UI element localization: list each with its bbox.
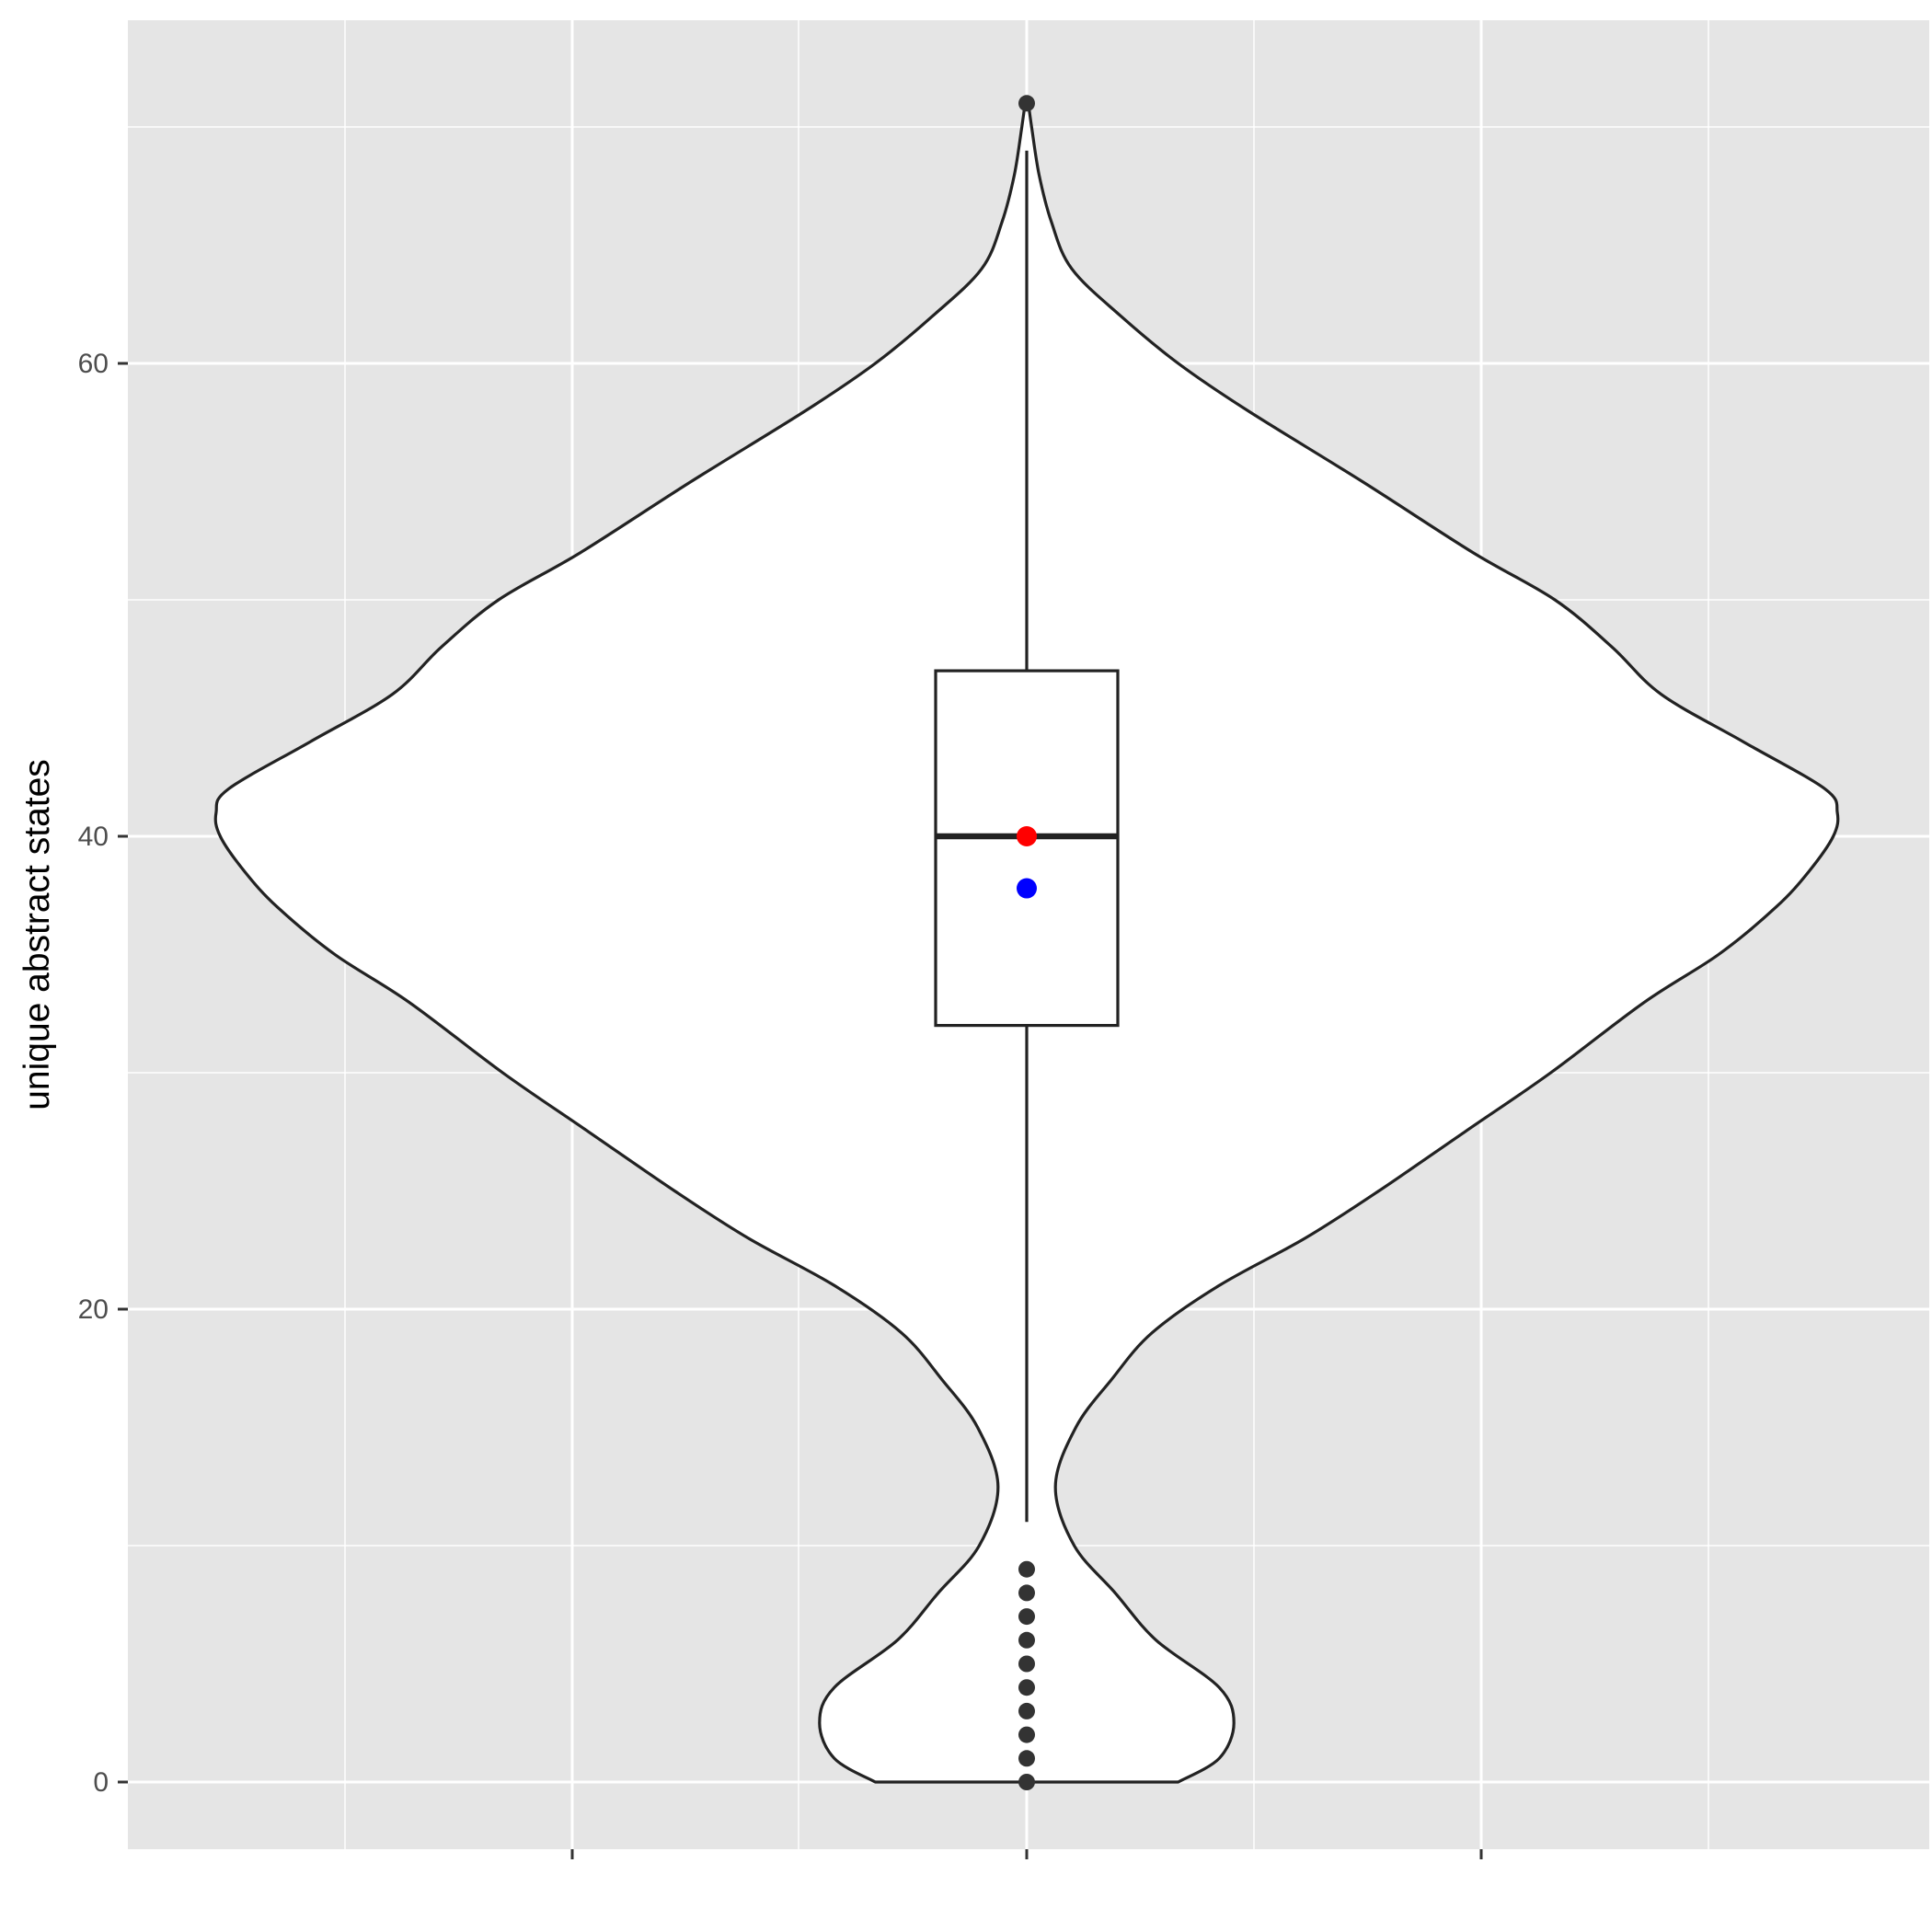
x-axis xyxy=(570,1849,1483,1859)
box-iqr xyxy=(934,669,1120,1028)
y-tick-label: 0 xyxy=(93,1767,109,1798)
outlier-point xyxy=(1018,1702,1035,1719)
outlier-point xyxy=(1018,95,1035,112)
outlier-point xyxy=(1018,1560,1035,1578)
outlier-point xyxy=(1018,1584,1035,1602)
median-point xyxy=(1017,826,1037,846)
mean-point xyxy=(1017,878,1037,899)
y-axis-title: unique abstract states xyxy=(17,759,57,1110)
y-tick-label: 20 xyxy=(78,1294,109,1325)
outlier-point xyxy=(1018,1774,1035,1790)
outlier-point xyxy=(1018,1631,1035,1649)
points-layer xyxy=(1017,95,1037,1790)
outlier-point xyxy=(1018,1726,1035,1743)
outlier-point xyxy=(1018,1608,1035,1626)
outlier-point xyxy=(1018,1679,1035,1696)
y-tick-label: 60 xyxy=(78,349,109,379)
y-axis: 0 20 40 60 xyxy=(78,349,128,1798)
outlier-point xyxy=(1018,1750,1035,1767)
outlier-point xyxy=(1018,1655,1035,1673)
y-tick-label: 40 xyxy=(78,822,109,852)
